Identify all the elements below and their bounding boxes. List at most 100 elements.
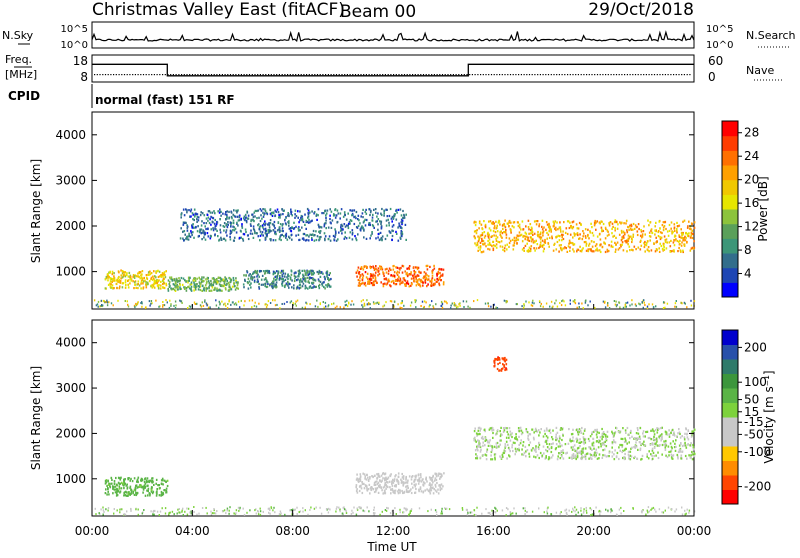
echo-cell: [326, 212, 328, 214]
echo-cell: [492, 427, 494, 429]
echo-cell: [619, 509, 620, 511]
echo-cell: [375, 481, 377, 483]
echo-cell: [145, 281, 147, 283]
echo-cell: [352, 512, 353, 514]
echo-cell: [497, 241, 499, 243]
echo-cell: [254, 212, 256, 214]
echo-cell: [391, 274, 393, 276]
echo-cell: [657, 444, 659, 446]
echo-cell: [684, 433, 686, 435]
echo-cell: [581, 250, 583, 252]
echo-cell: [262, 275, 264, 277]
echo-cell: [542, 240, 544, 242]
echo-cell: [177, 285, 179, 287]
echo-cell: [554, 302, 555, 304]
echo-cell: [370, 267, 372, 269]
echo-cell: [125, 514, 126, 516]
echo-cell: [343, 216, 345, 218]
echo-cell: [151, 486, 153, 488]
echo-cell: [435, 484, 437, 486]
echo-cell: [165, 299, 166, 301]
echo-cell: [621, 239, 623, 241]
echo-cell: [94, 299, 95, 301]
nave-dot: [426, 74, 427, 75]
echo-cell: [431, 280, 433, 282]
echo-cell: [405, 486, 407, 488]
echo-cell: [334, 209, 336, 211]
echo-cell: [157, 280, 159, 282]
echo-cell: [525, 446, 527, 448]
echo-cell: [232, 229, 234, 231]
echo-cell: [432, 277, 434, 279]
echo-cell: [254, 276, 256, 278]
echo-cell: [220, 277, 222, 279]
echo-cell: [563, 452, 565, 454]
echo-cell: [505, 226, 507, 228]
echo-cell: [643, 441, 645, 443]
echo-cell: [552, 442, 554, 444]
nave-dot: [488, 74, 489, 75]
echo-cell: [560, 226, 562, 228]
echo-cell: [641, 245, 643, 247]
nave-dot: [635, 74, 636, 75]
echo-cell: [119, 483, 121, 485]
echo-cell: [141, 302, 142, 304]
nave-dot: [178, 74, 179, 75]
echo-cell: [364, 303, 365, 305]
echo-cell: [679, 236, 681, 238]
echo-cell: [173, 305, 174, 307]
echo-cell: [147, 282, 149, 284]
echo-cell: [390, 512, 391, 514]
echo-cell: [552, 454, 554, 456]
echo-cell: [145, 495, 147, 497]
echo-cell: [396, 233, 398, 235]
echo-cell: [329, 284, 331, 286]
echo-cell: [535, 449, 537, 451]
echo-cell: [210, 216, 212, 218]
echo-cell: [282, 230, 284, 232]
echo-cell: [667, 303, 668, 305]
echo-cell: [285, 222, 287, 224]
echo-cell: [619, 306, 620, 308]
echo-cell: [670, 240, 672, 242]
echo-cell: [602, 457, 604, 459]
echo-cell: [576, 223, 578, 225]
echo-cell: [353, 304, 354, 306]
echo-cell: [559, 239, 561, 241]
echo-cell: [335, 511, 336, 513]
echo-cell: [258, 276, 260, 278]
echo-cell: [277, 229, 279, 231]
echo-cell: [625, 304, 626, 306]
nave-dot: [589, 74, 590, 75]
echo-cell: [663, 229, 665, 231]
echo-cell: [259, 228, 261, 230]
echo-cell: [480, 428, 482, 430]
echo-cell: [287, 212, 289, 214]
noise-ytick-bottom: 10^0: [61, 40, 88, 51]
echo-cell: [386, 268, 388, 270]
echo-cell: [502, 228, 504, 230]
echo-cell: [474, 242, 476, 244]
echo-cell: [165, 276, 167, 278]
echo-cell: [152, 513, 153, 515]
echo-cell: [299, 219, 301, 221]
echo-cell: [535, 451, 537, 453]
echo-cell: [540, 233, 542, 235]
echo-cell: [278, 221, 280, 223]
echo-cell: [580, 507, 581, 509]
echo-cell: [536, 247, 538, 249]
echo-cell: [324, 223, 326, 225]
echo-cell: [375, 277, 377, 279]
echo-cell: [561, 455, 563, 457]
echo-cell: [258, 283, 260, 285]
echo-cell: [309, 270, 311, 272]
echo-cell: [393, 306, 394, 308]
echo-cell: [336, 306, 337, 308]
noise-left-label: N.Sky: [2, 29, 34, 42]
echo-cell: [442, 303, 443, 305]
echo-cell: [503, 231, 505, 233]
echo-cell: [98, 301, 99, 303]
echo-cell: [245, 231, 247, 233]
cpid-label: CPID: [8, 89, 40, 103]
echo-cell: [441, 305, 442, 307]
